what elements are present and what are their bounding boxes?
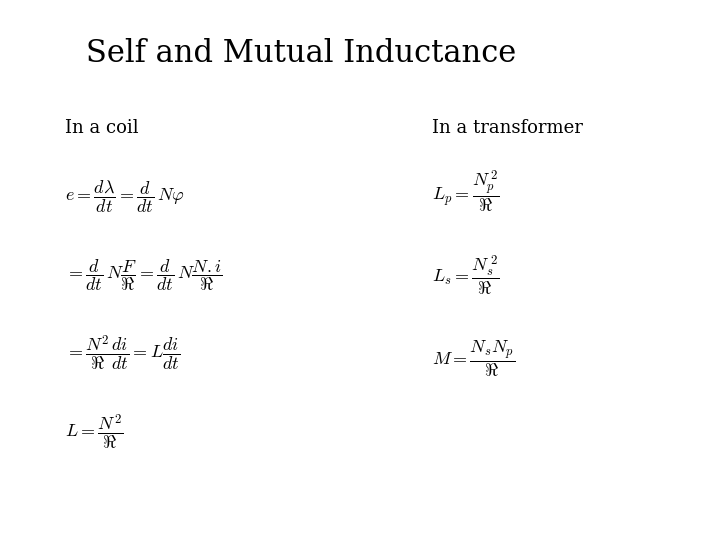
Text: In a coil: In a coil: [65, 119, 138, 137]
Text: $M = \dfrac{N_s N_p}{\Re}$: $M = \dfrac{N_s N_p}{\Re}$: [432, 339, 516, 380]
Text: In a transformer: In a transformer: [432, 119, 583, 137]
Text: $L_s = \dfrac{N_s^{\,2}}{\Re}$: $L_s = \dfrac{N_s^{\,2}}{\Re}$: [432, 253, 500, 298]
Text: $L = \dfrac{N^2}{\Re}$: $L = \dfrac{N^2}{\Re}$: [65, 413, 123, 451]
Text: Self and Mutual Inductance: Self and Mutual Inductance: [86, 38, 517, 69]
Text: $e = \dfrac{d\lambda}{dt} = \dfrac{d}{dt}\,N\varphi$: $e = \dfrac{d\lambda}{dt} = \dfrac{d}{dt…: [65, 179, 184, 215]
Text: $L_p = \dfrac{N_p^{\,2}}{\Re}$: $L_p = \dfrac{N_p^{\,2}}{\Re}$: [432, 168, 500, 215]
Text: $= \dfrac{N^2}{\Re}\dfrac{di}{dt} = L\dfrac{di}{dt}$: $= \dfrac{N^2}{\Re}\dfrac{di}{dt} = L\df…: [65, 334, 180, 373]
Text: $= \dfrac{d}{dt}\,N\dfrac{F}{\Re} = \dfrac{d}{dt}\,N\dfrac{N{.}i}{\Re}$: $= \dfrac{d}{dt}\,N\dfrac{F}{\Re} = \dfr…: [65, 258, 222, 293]
